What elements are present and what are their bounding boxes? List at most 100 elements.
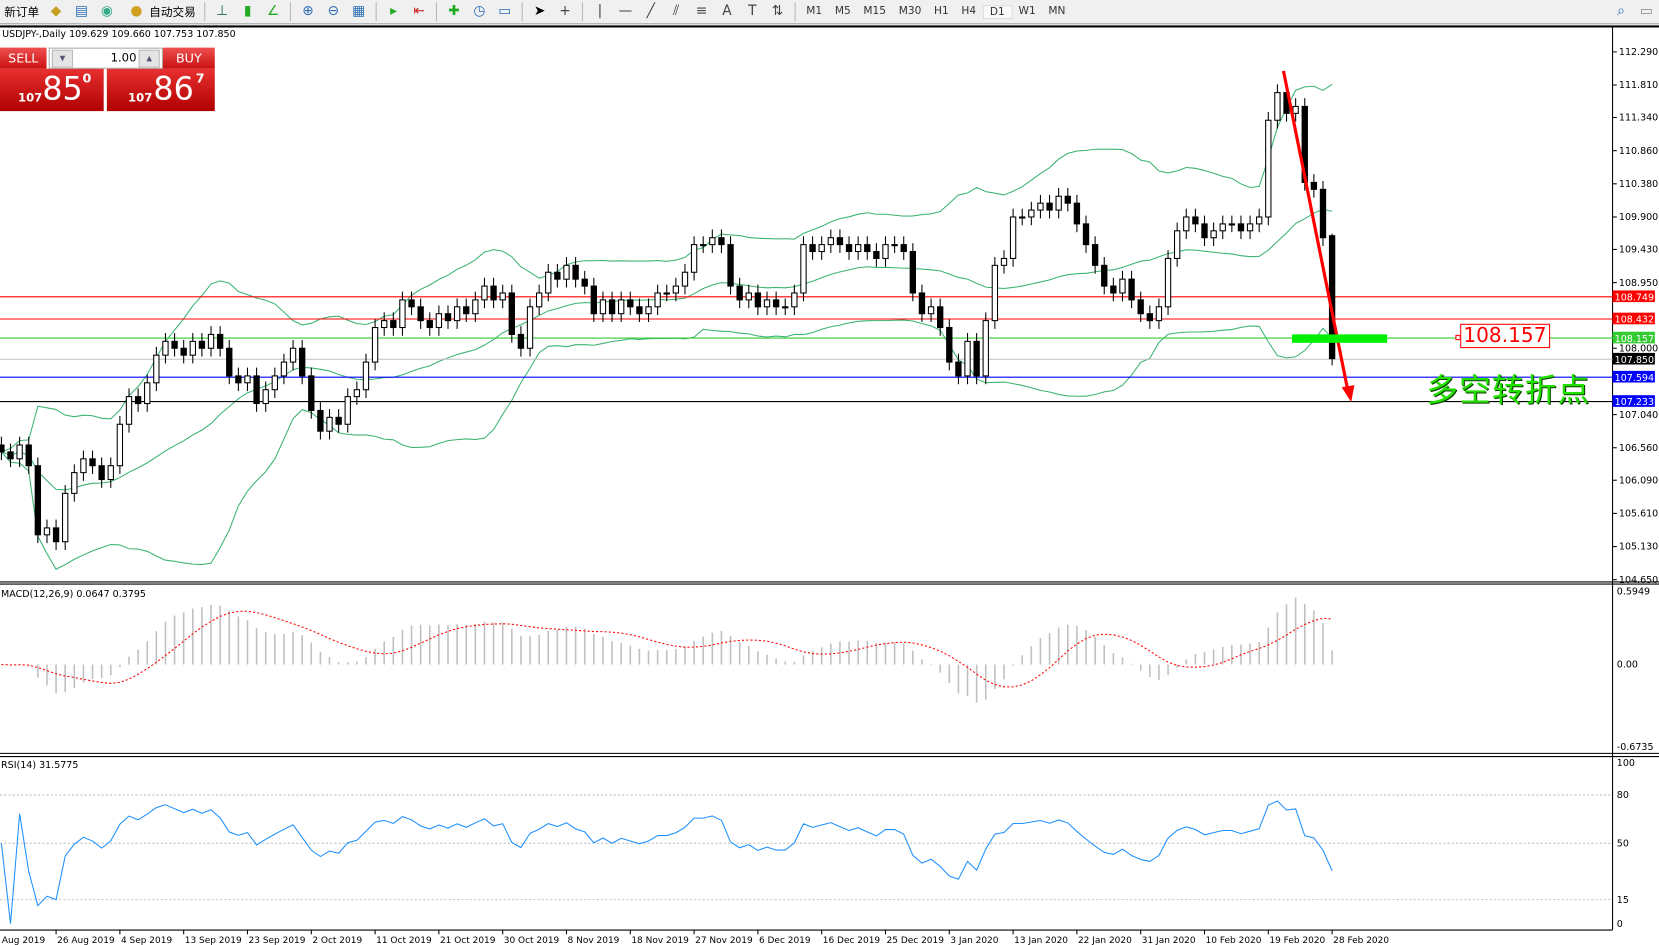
candle-bearish	[34, 465, 42, 536]
candle-bearish	[1046, 202, 1053, 211]
candlestick-icon[interactable]: ▮	[243, 3, 252, 20]
indicators-icon[interactable]: ✚	[448, 3, 460, 20]
timeframe-h1[interactable]: H1	[934, 4, 949, 17]
turning-point-annotation[interactable]: 多空转折点	[1426, 372, 1591, 410]
candle-bullish	[690, 244, 698, 273]
candle-bearish	[180, 347, 187, 356]
zoom-out-icon[interactable]: ⊖	[327, 3, 340, 20]
new-order-button[interactable]: 新订单	[0, 1, 43, 22]
line-chart-icon[interactable]: ∠	[266, 3, 280, 20]
toolbar: 新订单 ◆ ▤ ◉ ● 自动交易 ⊥ ▮ ∠ ⊕ ⊖ ▦ ▸ ⇤ ✚ ◷ ▭ ➤ …	[0, 0, 1659, 25]
candle-bearish	[718, 237, 725, 246]
candle-bullish	[353, 389, 361, 398]
lot-increase-button[interactable]: ▲	[138, 49, 160, 68]
price-tick-label: 106.560	[1619, 443, 1658, 454]
candle-bearish	[809, 244, 816, 253]
timeframe-m30[interactable]: M30	[898, 4, 922, 17]
candle-bearish	[955, 361, 962, 377]
timeframe-mn[interactable]: MN	[1048, 4, 1066, 17]
price-tick-label: 110.860	[1619, 146, 1658, 157]
templates-icon[interactable]: ▭	[498, 3, 512, 20]
crosshair-icon[interactable]: +	[559, 3, 571, 20]
macd-tick-label: 0.5949	[1617, 587, 1650, 598]
lot-decrease-button[interactable]: ▼	[51, 49, 74, 68]
horizontal-line-icon[interactable]: —	[618, 3, 633, 20]
divider	[204, 2, 206, 22]
candle-bullish	[435, 313, 443, 329]
auto-trading-button[interactable]: ● 自动交易	[120, 1, 200, 22]
buy-price[interactable]: 107 86 7	[106, 68, 215, 112]
chart-canvas[interactable]: 112.290 111.810 111.340 110.860 110.380 109.9…	[0, 27, 1659, 945]
candle-bearish	[1101, 264, 1108, 287]
bollinger-upper	[1, 83, 1333, 453]
market-watch-icon[interactable]: ◆	[50, 3, 62, 20]
text-label-icon[interactable]: T	[748, 3, 757, 20]
vertical-line-icon[interactable]: |	[597, 3, 603, 20]
fibonacci-icon[interactable]: ≡	[695, 3, 708, 20]
sell-price[interactable]: 107 85 0	[0, 68, 104, 112]
lot-size-input[interactable]: ▼ 1.00 ▲	[48, 47, 163, 69]
candle-bullish	[472, 299, 479, 315]
candle-bearish	[253, 375, 260, 405]
buy-button[interactable]: BUY	[162, 47, 215, 69]
zoom-in-icon[interactable]: ⊕	[302, 3, 314, 20]
candle-bullish	[1164, 257, 1172, 308]
candle-bearish	[909, 250, 917, 294]
timeframe-d1[interactable]: D1	[982, 4, 1013, 19]
candle-bullish	[1019, 216, 1026, 219]
price-tick-label: 110.380	[1619, 179, 1658, 190]
sell-button[interactable]: SELL	[0, 47, 47, 69]
navigator-icon[interactable]: ▤	[74, 3, 88, 20]
chart-shift-icon[interactable]: ⇤	[413, 3, 425, 20]
chart-header: USDJPY-,Daily 109.629 109.660 107.753 10…	[2, 29, 236, 41]
bar-chart-icon[interactable]: ⊥	[216, 3, 229, 20]
arrows-icon[interactable]: ⇅	[771, 3, 784, 20]
rsi-tick-label: 15	[1617, 895, 1629, 906]
candle-bullish	[700, 244, 707, 247]
candle-bullish	[116, 423, 124, 467]
timeframe-m5[interactable]: M5	[834, 4, 851, 17]
candle-bullish	[371, 327, 379, 363]
trendline-icon[interactable]: ╱	[646, 3, 655, 20]
chat-icon[interactable]: ▭	[1639, 3, 1653, 20]
candle-bullish	[1210, 230, 1217, 239]
equidistant-channel-icon[interactable]: ⫽	[673, 3, 680, 20]
chart-window[interactable]: 112.290 111.810 111.340 110.860 110.380 109.9…	[0, 25, 1659, 945]
candle-bearish	[235, 375, 242, 384]
candle-bearish	[508, 292, 515, 335]
candle-bullish	[882, 244, 889, 259]
candle-bullish	[681, 271, 689, 287]
signals-icon[interactable]: ◉	[100, 3, 113, 20]
candle-bullish	[1119, 278, 1126, 294]
buy-label: BUY	[175, 50, 202, 66]
candle-bullish	[663, 292, 670, 295]
candle-bearish	[772, 299, 780, 308]
timeframe-m1[interactable]: M1	[806, 4, 823, 17]
candle-bullish	[189, 340, 196, 356]
candle-bearish	[89, 458, 96, 467]
timeframe-m15[interactable]: M15	[863, 4, 887, 17]
date-label: 25 Dec 2019	[887, 936, 945, 945]
date-label: 11 Oct 2019	[376, 936, 432, 945]
price-level-badge	[1612, 352, 1655, 365]
date-label: 6 Dec 2019	[759, 936, 811, 945]
auto-scroll-icon[interactable]: ▸	[390, 3, 398, 20]
candle-bearish	[1192, 216, 1199, 225]
timeframe-w1[interactable]: W1	[1018, 4, 1036, 17]
divider	[375, 2, 377, 22]
date-label: 3 Jan 2020	[950, 936, 998, 945]
price-annotation-label[interactable]: 108.157	[1460, 323, 1550, 349]
date-label: 18 Nov 2019	[631, 936, 689, 945]
text-icon[interactable]: A	[722, 3, 732, 20]
candle-bearish	[426, 320, 433, 329]
cursor-icon[interactable]: ➤	[533, 3, 546, 20]
candle-bullish	[645, 306, 652, 315]
timeframe-h4[interactable]: H4	[961, 4, 977, 17]
periods-icon[interactable]: ◷	[473, 3, 486, 20]
divider	[794, 2, 796, 22]
tile-windows-icon[interactable]: ▦	[352, 3, 366, 20]
candle-bearish	[335, 416, 342, 425]
search-icon[interactable]: ⌕	[1617, 3, 1625, 20]
price-level-badge	[1612, 290, 1655, 303]
candle-bullish	[244, 375, 251, 384]
